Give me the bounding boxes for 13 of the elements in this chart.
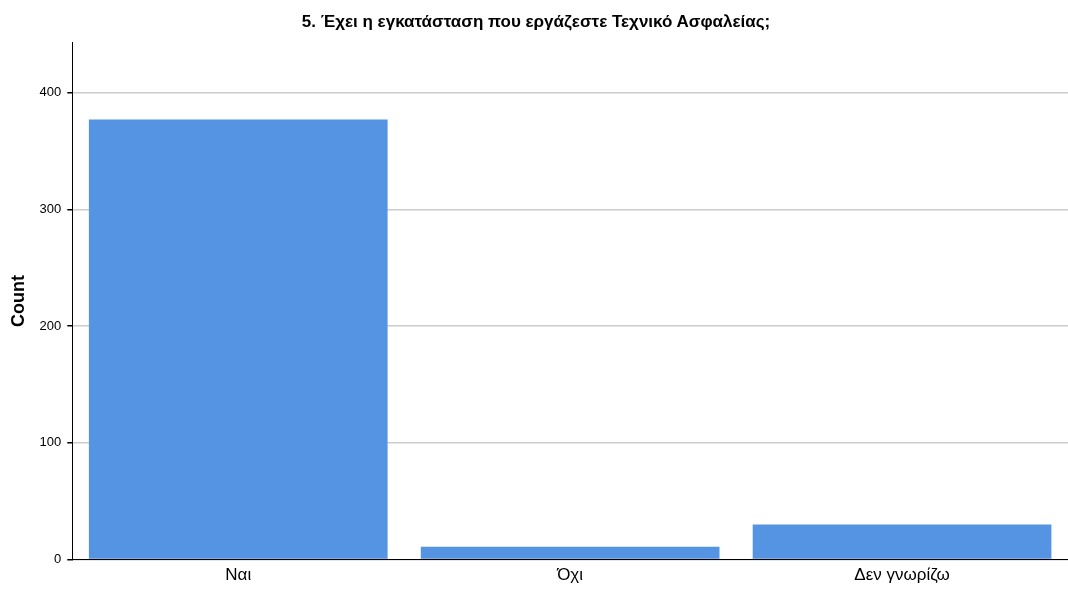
- y-tick-label: 200: [39, 317, 62, 333]
- y-tick-label: 400: [39, 84, 62, 100]
- x-tick-label: Δεν γνωρίζω: [854, 565, 950, 585]
- y-tick-label: 0: [54, 551, 62, 567]
- x-tick-label: Όχι: [556, 565, 584, 585]
- bar: [88, 119, 388, 559]
- y-tick-label: 300: [39, 200, 62, 216]
- bar: [420, 546, 720, 559]
- x-tick-label: Ναι: [225, 565, 252, 585]
- y-tick-label: 100: [39, 434, 62, 450]
- y-axis-title: Count: [7, 275, 28, 327]
- chart-title: 5. Έχει η εγκατάσταση που εργάζεστε Τεχνικό Ασφαλείας;: [301, 11, 771, 31]
- bar: [752, 524, 1052, 559]
